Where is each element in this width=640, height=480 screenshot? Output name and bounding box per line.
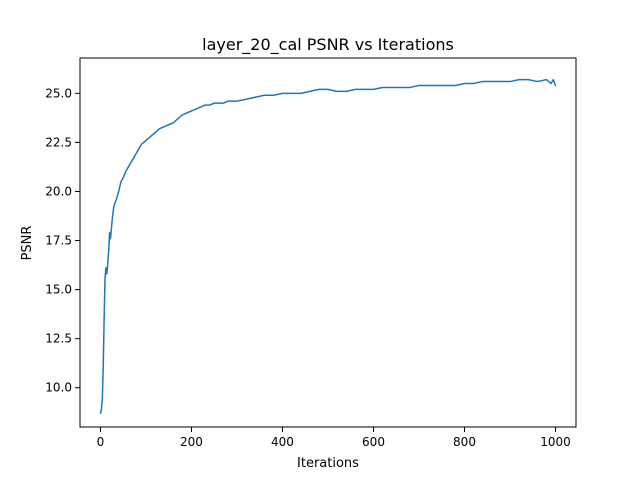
x-axis-ticks: 0 200 400 600 800 1000: [97, 427, 571, 449]
plot-area: [99, 78, 557, 415]
axes-frame: [79, 57, 577, 428]
chart-title: layer_20_cal PSNR vs Iterations: [202, 35, 454, 55]
y-axis-label: PSNR: [20, 226, 35, 261]
x-tick-label: 200: [180, 435, 203, 449]
y-tick-label: 17.5: [45, 234, 72, 248]
x-tick-label: 600: [362, 435, 385, 449]
y-tick-label: 22.5: [45, 135, 72, 149]
y-tick-label: 15.0: [45, 283, 72, 297]
x-tick-label: 0: [97, 435, 105, 449]
x-axis-label: Iterations: [297, 456, 359, 471]
y-tick-label: 20.0: [45, 184, 72, 198]
y-tick-label: 12.5: [45, 332, 72, 346]
x-tick-label: 400: [271, 435, 294, 449]
y-tick-label: 10.0: [45, 381, 72, 395]
x-tick-label: 1000: [540, 435, 571, 449]
series-line: [99, 78, 557, 415]
x-tick-label: 800: [453, 435, 476, 449]
y-axis-ticks: 10.0 12.5 15.0 17.5 20.0 22.5 25.0: [45, 86, 80, 395]
y-tick-label: 25.0: [45, 86, 72, 100]
